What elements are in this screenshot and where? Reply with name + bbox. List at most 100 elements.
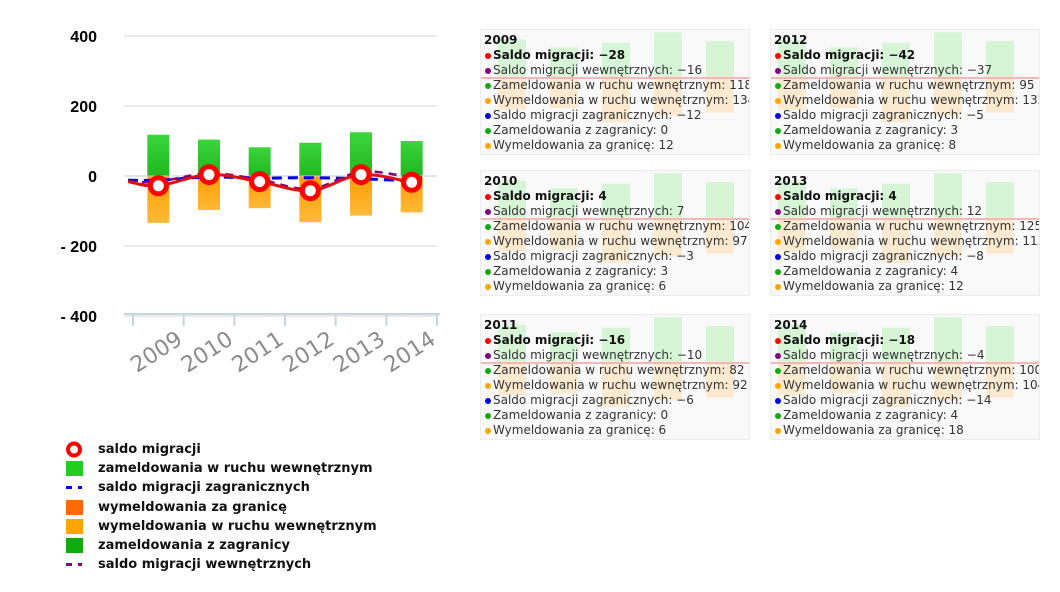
chart-legend: saldo migracji zameldowania w ruchu wewnę… — [62, 440, 482, 574]
tooltip-bg-bar — [550, 361, 578, 394]
legend-swatch — [66, 486, 82, 490]
tooltip-dot-icon — [775, 428, 781, 434]
tooltip-bg-bar — [550, 332, 578, 361]
tooltip-dot-icon — [775, 194, 781, 200]
legend-label: saldo migracji zagranicznych — [98, 480, 310, 496]
tooltip-row: Wymeldowania w ruchu wewnętrznym: 134 — [484, 93, 749, 108]
marker-saldo — [350, 164, 372, 186]
tooltip-row-text: Wymeldowania w ruchu wewnętrznym: 104 — [783, 378, 1040, 392]
tooltip-row-text: Zameldowania z zagranicy: 3 — [493, 264, 669, 278]
tooltip-bg-bar — [830, 361, 858, 394]
tooltip-dot-icon — [485, 194, 491, 200]
tooltip-dot-icon — [775, 113, 781, 119]
marker-saldo — [147, 175, 169, 197]
tooltip-row: Zameldowania z zagranicy: 0 — [484, 123, 747, 138]
legend-item[interactable]: zameldowania w ruchu wewnętrznym — [62, 459, 482, 478]
tooltip-bg-bar — [778, 76, 806, 110]
tooltip-2012: 2012 Saldo migracji: −42 Saldo migracji we… — [770, 29, 1040, 155]
tooltip-row: Saldo migracji: −16 — [484, 333, 747, 348]
legend-item[interactable]: saldo migracji wewnętrznych — [62, 555, 482, 574]
tooltip-dot-icon — [485, 128, 491, 134]
tooltip-content: 2014 Saldo migracji: −18 Saldo migracji we… — [774, 318, 1040, 438]
legend-item[interactable]: saldo migracji zagranicznych — [62, 478, 482, 497]
tooltip-bg-bar — [706, 326, 734, 361]
tooltip-bg-bar — [498, 39, 526, 76]
tooltip-row-text: Zameldowania w ruchu wewnętrznym: 95 — [783, 78, 1035, 92]
tooltip-row: Wymeldowania za granicę: 8 — [774, 138, 1037, 153]
marker-saldo — [401, 171, 423, 193]
legend-swatch — [66, 538, 83, 554]
tooltip-row-text: Saldo migracji: 4 — [493, 189, 607, 203]
tooltip-row: Wymeldowania za granicę: 12 — [484, 138, 747, 153]
legend-swatch — [66, 461, 83, 477]
tooltip-row: Wymeldowania w ruchu wewnętrznym: 104 — [774, 378, 1040, 393]
tooltip-2014: 2014 Saldo migracji: −18 Saldo migracji we… — [770, 314, 1040, 440]
tooltip-row-text: Wymeldowania w ruchu wewnętrznym: 97 — [493, 234, 748, 248]
legend-swatch — [66, 563, 82, 567]
tooltip-bg-bar — [706, 76, 734, 113]
tooltip-bg-bar — [498, 76, 526, 110]
tooltip-row: Saldo migracji wewnętrznych: −37 — [774, 63, 1037, 78]
tooltip-row: Saldo migracji zagranicznych: −3 — [484, 249, 747, 264]
tooltip-row: Zameldowania w ruchu wewnętrznym: 125 — [774, 219, 1039, 234]
y-tick-label: - 400 — [61, 309, 98, 326]
tooltip-dot-icon — [485, 224, 491, 230]
legend-label: saldo migracji wewnętrznych — [98, 557, 312, 573]
tooltip-bg-bar — [602, 76, 630, 123]
tooltip-bg-bar — [986, 182, 1014, 217]
tooltip-row: Zameldowania z zagranicy: 0 — [484, 408, 747, 423]
tooltip-2009: 2009 Saldo migracji: −28 Saldo migracji we… — [480, 29, 750, 155]
tooltip-row: Saldo migracji: −42 — [774, 48, 1037, 63]
legend-swatch-rect — [66, 461, 83, 477]
bar-zameldowania-wew — [299, 142, 322, 176]
x-tick-label: 2014 — [380, 327, 441, 378]
tooltip-row: Zameldowania w ruchu wewnętrznym: 82 — [484, 363, 747, 378]
tooltip-bg-bar — [706, 217, 734, 254]
tooltip-bg-bar — [830, 217, 858, 250]
y-tick-label: 0 — [88, 169, 97, 186]
tooltip-dot-icon — [775, 98, 781, 104]
tooltip-background-chart — [481, 32, 749, 123]
legend-label: zameldowania z zagranicy — [98, 538, 290, 554]
tooltip-row: Saldo migracji: 4 — [774, 189, 1037, 204]
tooltip-bg-bar — [602, 217, 630, 264]
y-tick-label: 400 — [70, 29, 97, 46]
x-tick-label: 2011 — [228, 327, 289, 378]
tooltip-row-text: Wymeldowania za granicę: 8 — [783, 138, 957, 152]
tooltip-dot-icon — [775, 368, 781, 374]
tooltip-row-text: Wymeldowania za granicę: 12 — [783, 279, 964, 293]
tooltip-dot-icon — [485, 383, 491, 389]
tooltip-content: 2009 Saldo migracji: −28 Saldo migracji we… — [484, 33, 749, 153]
legend-item[interactable]: wymeldowania w ruchu wewnętrznym — [62, 517, 482, 536]
tooltip-dot-icon — [775, 383, 781, 389]
tooltip-bg-bar — [602, 183, 630, 217]
legend-item[interactable]: saldo migracji — [62, 440, 482, 459]
marker-saldo — [198, 164, 220, 186]
legend-item[interactable]: zameldowania z zagranicy — [62, 536, 482, 555]
tooltip-bg-bar — [934, 361, 962, 401]
legend-item[interactable]: wymeldowania za granicę — [62, 498, 482, 517]
tooltip-dot-icon — [485, 398, 491, 404]
tooltip-row: Zameldowania z zagranicy: 4 — [774, 408, 1037, 423]
tooltip-bg-bar — [706, 182, 734, 217]
tooltip-2011: 2011 Saldo migracji: −16 Saldo migracji we… — [480, 314, 750, 440]
tooltip-row-text: Saldo migracji wewnętrznych: 7 — [493, 204, 685, 218]
bar-wymeldowania-wew — [350, 176, 372, 216]
tooltip-year: 2012 — [774, 33, 808, 47]
tooltip-bg-bar — [550, 217, 578, 250]
tooltip-dot-icon — [485, 53, 491, 59]
y-tick-label: 200 — [70, 99, 97, 116]
tooltip-bg-bar — [830, 47, 858, 76]
tooltip-bg-bar — [882, 217, 910, 264]
tooltip-row-text: Saldo migracji zagranicznych: −14 — [783, 393, 992, 407]
tooltip-content: 2011 Saldo migracji: −16 Saldo migracji we… — [484, 318, 748, 438]
legend-swatch-rect — [66, 518, 83, 534]
tooltip-dot-icon — [485, 68, 491, 74]
tooltip-row: Zameldowania w ruchu wewnętrznym: 100 — [774, 363, 1039, 378]
tooltip-background-chart — [771, 173, 1039, 264]
tooltip-year: 2010 — [484, 174, 518, 188]
tooltip-bg-bar — [602, 42, 630, 76]
tooltip-bg-bar — [986, 217, 1014, 254]
tooltip-row-text: Saldo migracji: −18 — [783, 333, 916, 347]
tooltip-row: Wymeldowania w ruchu wewnętrznym: 113 — [774, 234, 1039, 249]
